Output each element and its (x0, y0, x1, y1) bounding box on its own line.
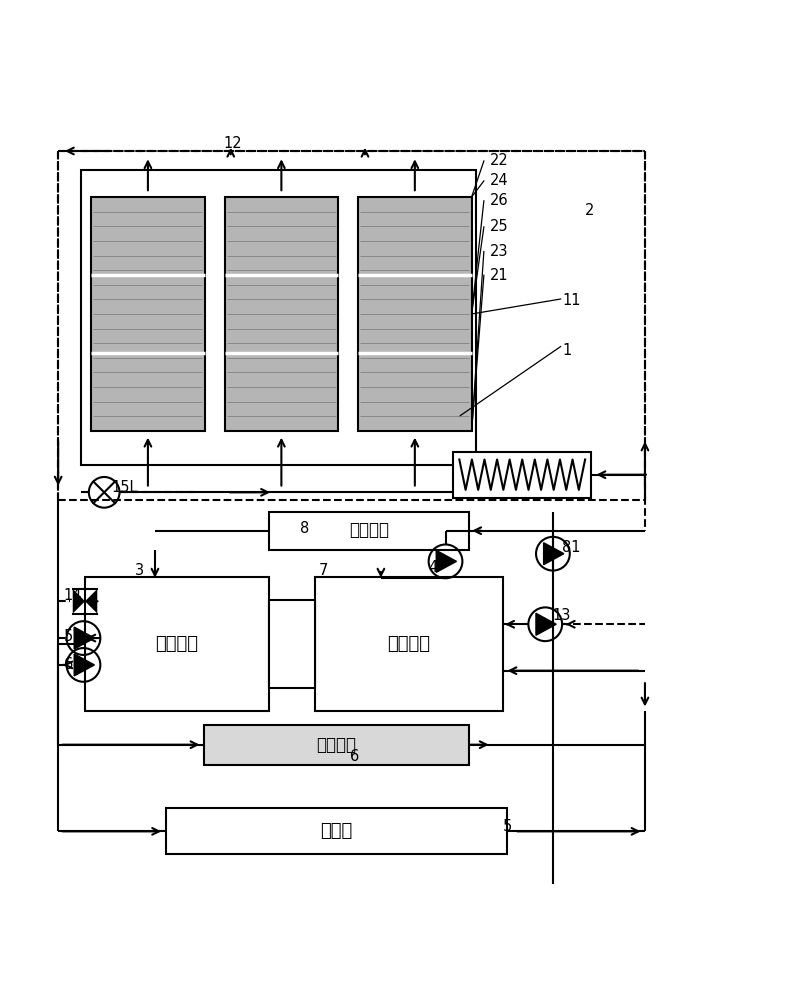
Polygon shape (543, 543, 564, 565)
Bar (269, 512, 468, 550)
Text: 高温水笱: 高温水笱 (156, 635, 199, 653)
Text: 低温水笱: 低温水笱 (388, 635, 430, 653)
Text: 14: 14 (64, 588, 82, 603)
Text: 11: 11 (562, 293, 581, 308)
Text: 15L: 15L (112, 480, 138, 495)
Polygon shape (85, 589, 97, 614)
Bar (225, 197, 338, 431)
Bar (358, 197, 471, 431)
Polygon shape (74, 627, 94, 649)
Bar (165, 808, 507, 854)
Text: 2: 2 (585, 203, 594, 218)
Text: 3: 3 (135, 563, 144, 578)
Text: 蓄能区: 蓄能区 (320, 822, 352, 840)
Text: 23: 23 (490, 244, 508, 259)
Text: 4: 4 (428, 560, 438, 575)
Text: 12: 12 (223, 136, 242, 151)
Text: 22: 22 (490, 153, 509, 168)
Bar (81, 170, 476, 465)
Text: 13: 13 (553, 608, 571, 623)
Text: 1: 1 (562, 343, 571, 358)
Polygon shape (436, 550, 456, 572)
Text: 24: 24 (490, 173, 509, 188)
Polygon shape (74, 654, 94, 676)
Text: 5: 5 (503, 819, 512, 834)
Text: 26: 26 (490, 193, 509, 208)
Text: 8: 8 (300, 521, 309, 536)
Bar (269, 600, 315, 688)
Text: 采暖未端: 采暖未端 (316, 736, 356, 754)
Bar (315, 577, 503, 711)
Bar (85, 577, 269, 711)
Text: 21: 21 (490, 268, 509, 283)
Text: 7: 7 (319, 563, 328, 578)
Text: 81: 81 (562, 540, 581, 555)
Polygon shape (536, 613, 556, 635)
Text: 辅助热源: 辅助热源 (349, 521, 389, 539)
Text: 25: 25 (490, 219, 509, 234)
Bar (453, 452, 591, 498)
Polygon shape (73, 589, 85, 614)
Bar (58, 151, 645, 500)
Text: 6: 6 (350, 749, 359, 764)
Bar (91, 197, 205, 431)
Text: 61: 61 (64, 657, 82, 672)
Text: 51: 51 (64, 629, 82, 644)
Bar (204, 725, 468, 765)
